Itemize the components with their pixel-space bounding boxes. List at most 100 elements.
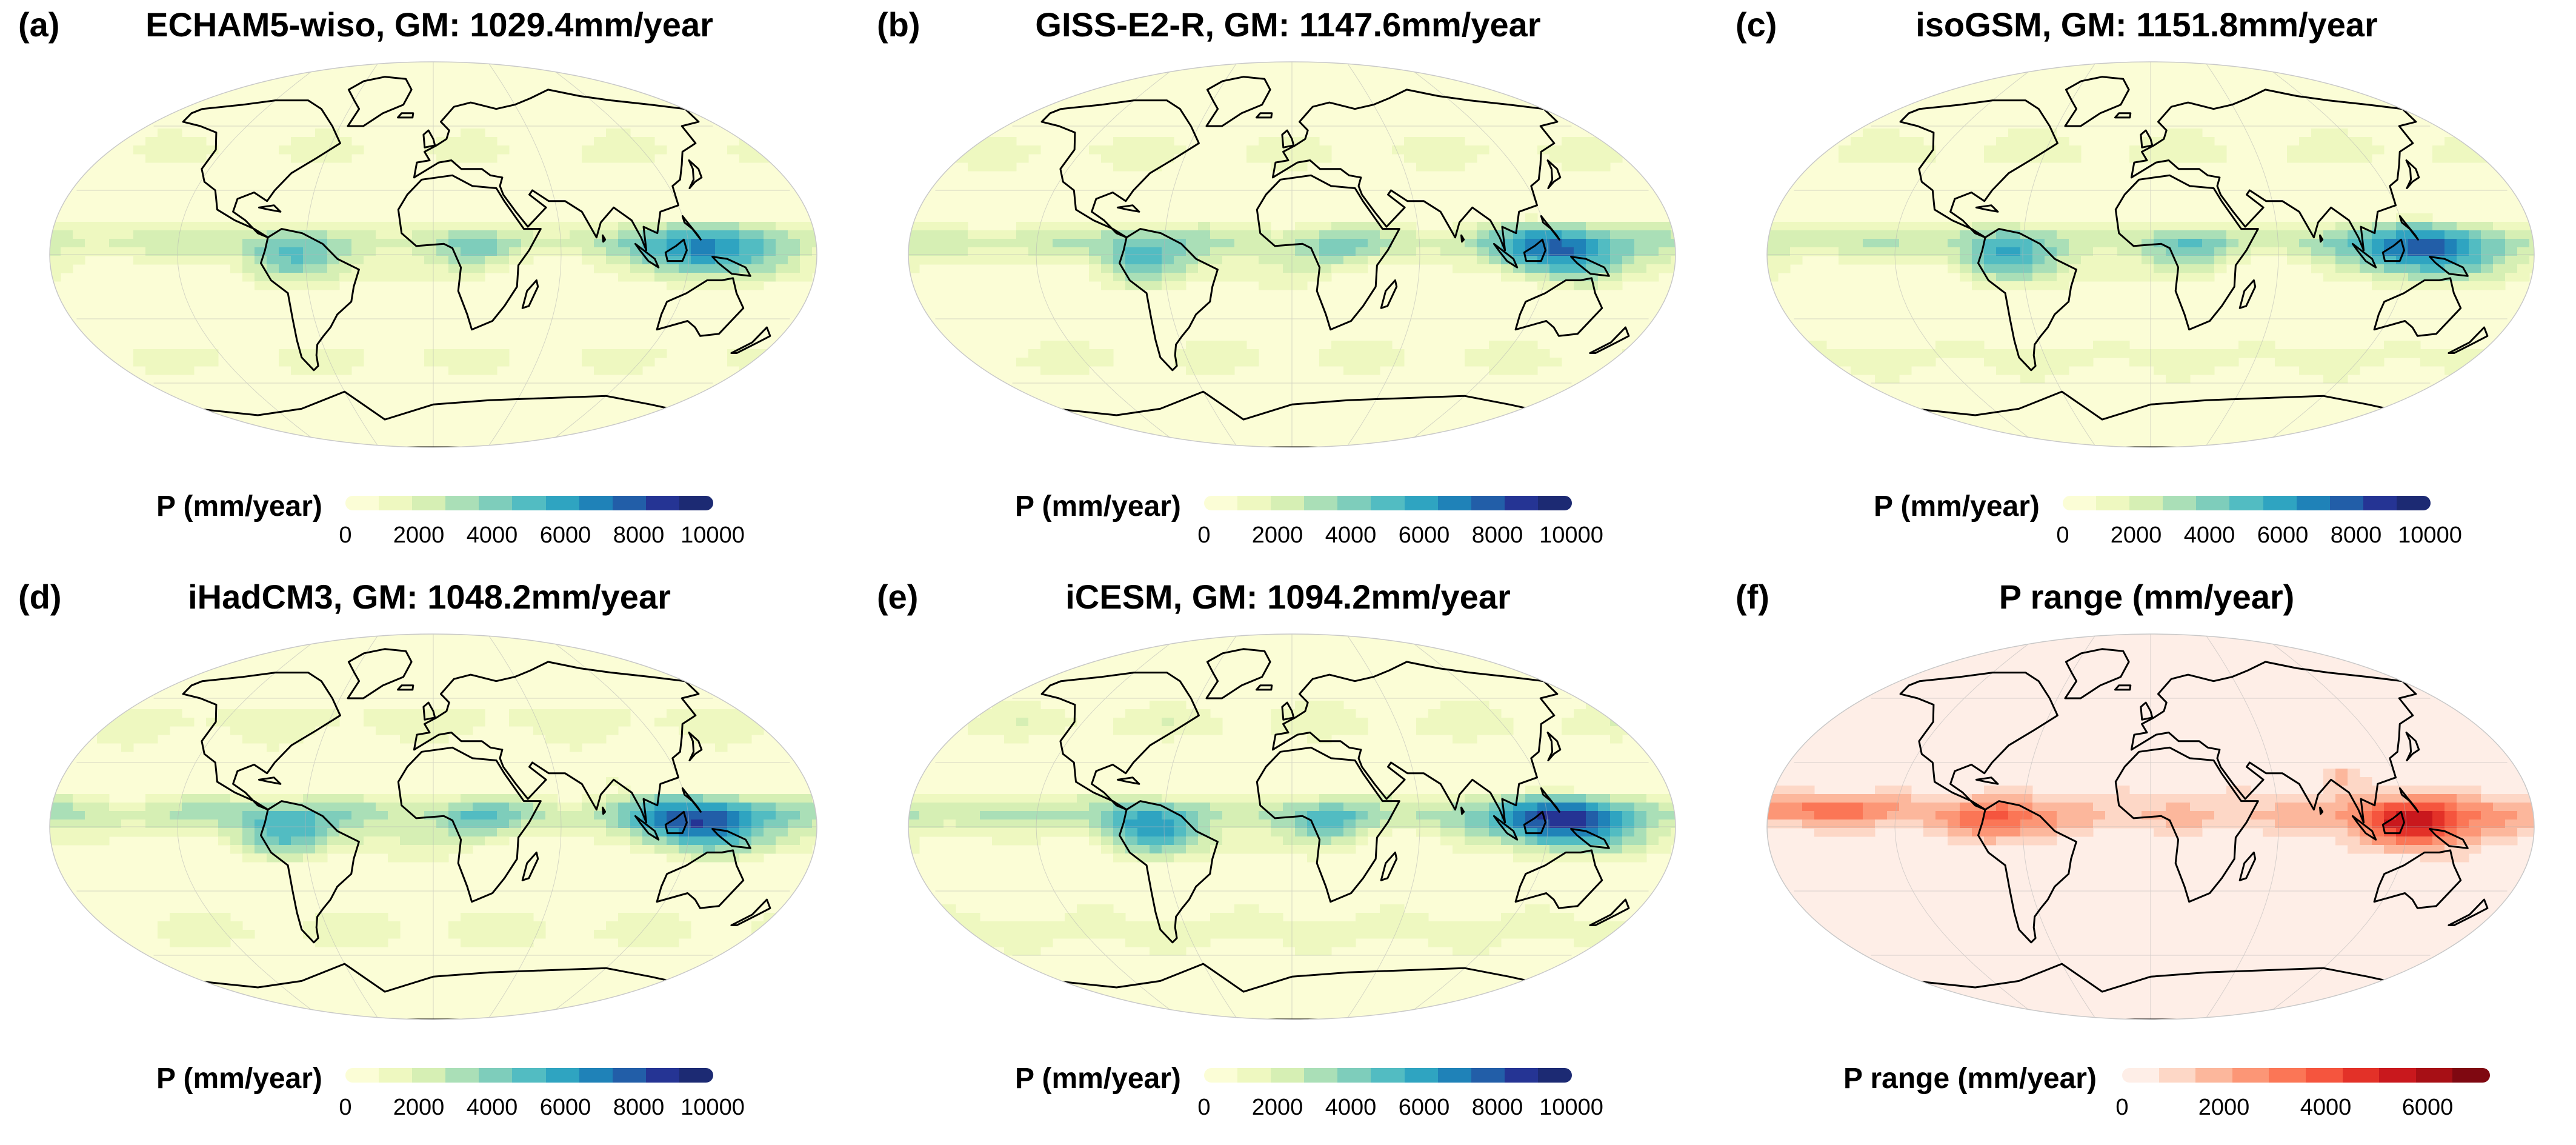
world-map (908, 633, 1676, 1020)
panel-e: (e) iCESM, GM: 1094.2mm/year P (mm/year)… (859, 572, 1717, 1144)
colorbar-segment (1271, 496, 1305, 510)
colorbar-tick: 2000 (2110, 522, 2162, 548)
colorbar-segment (612, 1068, 647, 1083)
colorbar-tick: 2000 (2198, 1095, 2250, 1120)
colorbar-segment (2415, 1068, 2453, 1083)
colorbar-tick: 0 (1197, 522, 1211, 548)
panel-c: (c) isoGSM, GM: 1151.8mm/year P (mm/year… (1717, 0, 2576, 572)
panel-title: iHadCM3, GM: 1048.2mm/year (188, 578, 671, 616)
panel-title: ECHAM5-wiso, GM: 1029.4mm/year (145, 5, 713, 44)
colorbar-segment (1437, 496, 1472, 510)
panel-f: (f) P range (mm/year) P range (mm/year) … (1717, 572, 2576, 1144)
colorbar-tick: 0 (2115, 1095, 2129, 1120)
colorbar-segment (1404, 496, 1439, 510)
colorbar-segment (1471, 496, 1505, 510)
colorbar-segment (2122, 1068, 2160, 1083)
colorbar-tick: 8000 (613, 522, 665, 548)
colorbar-label: P (mm/year) (1015, 490, 1181, 522)
colorbar-tick: 10000 (681, 522, 745, 548)
panel-label: (a) (18, 5, 60, 44)
colorbar-tick: 8000 (1471, 522, 1523, 548)
colorbar-segment (545, 496, 580, 510)
colorbar-segment (2379, 1068, 2417, 1083)
colorbar-tick: 2000 (1251, 522, 1303, 548)
colorbar-tick: 8000 (2330, 522, 2382, 548)
colorbar-label: P (mm/year) (156, 490, 322, 522)
precipitation-field (908, 62, 1676, 447)
colorbar-segment (379, 1068, 413, 1083)
colorbar-tick: 2000 (393, 1095, 445, 1120)
colorbar (345, 1068, 713, 1083)
panel-b: (b) GISS-E2-R, GM: 1147.6mm/year P (mm/y… (859, 0, 1717, 572)
colorbar (2122, 1068, 2490, 1083)
panel-a: (a) ECHAM5-wiso, GM: 1029.4mm/year P (mm… (0, 0, 859, 572)
panel-label: (b) (877, 5, 920, 44)
precipitation-field (50, 634, 817, 1020)
colorbar-tick: 6000 (2257, 522, 2309, 548)
colorbar (345, 496, 713, 510)
colorbar-segment (1204, 496, 1238, 510)
colorbar-segment (2232, 1068, 2269, 1083)
colorbar-label: P (mm/year) (156, 1063, 322, 1095)
panel-title: GISS-E2-R, GM: 1147.6mm/year (1035, 5, 1541, 44)
world-map (908, 61, 1676, 448)
colorbar-segment (1504, 1068, 1539, 1083)
world-map (49, 61, 817, 448)
colorbar-segment (545, 1068, 580, 1083)
colorbar-segment (1337, 496, 1372, 510)
colorbar-segment (2158, 1068, 2196, 1083)
colorbar-segment (2195, 1068, 2233, 1083)
colorbar-segment (1404, 1068, 1439, 1083)
colorbar-segment (2342, 1068, 2380, 1083)
colorbar-segment (1337, 1068, 1372, 1083)
colorbar (2063, 496, 2431, 510)
colorbar-tick: 4000 (466, 1095, 518, 1120)
colorbar-tick: 4000 (466, 522, 518, 548)
colorbar-segment (479, 496, 513, 510)
colorbar-segment (479, 1068, 513, 1083)
panel-label: (f) (1736, 578, 1769, 616)
colorbar-segment (445, 1068, 479, 1083)
colorbar-segment (1271, 1068, 1305, 1083)
coastlines (1040, 76, 1630, 447)
panel-label: (e) (877, 578, 919, 616)
precipitation-field (908, 634, 1676, 1020)
colorbar-segment (679, 496, 713, 510)
colorbar-segment (2269, 1068, 2306, 1083)
colorbar-segment (1504, 496, 1539, 510)
colorbar-tick: 4000 (1325, 522, 1377, 548)
colorbar-tick: 6000 (1398, 522, 1450, 548)
colorbar-segment (2096, 496, 2130, 510)
colorbar-label: P (mm/year) (1015, 1063, 1181, 1095)
colorbar-tick: 2000 (393, 522, 445, 548)
colorbar-tick: 0 (2056, 522, 2069, 548)
colorbar-segment (2063, 496, 2097, 510)
colorbar-segment (579, 1068, 613, 1083)
colorbar-tick: 10000 (681, 1095, 745, 1120)
colorbar-segment (412, 496, 446, 510)
panel-title: iCESM, GM: 1094.2mm/year (1065, 578, 1511, 616)
colorbar-tick: 4000 (2300, 1095, 2352, 1120)
colorbar-tick: 8000 (613, 1095, 665, 1120)
precipitation-field (1767, 62, 2534, 447)
colorbar-segment (2452, 1068, 2490, 1083)
colorbar-segment (512, 496, 547, 510)
colorbar-segment (1304, 1068, 1338, 1083)
coastlines (1899, 76, 2489, 447)
colorbar-tick: 0 (1197, 1095, 1211, 1120)
colorbar (1204, 496, 1572, 510)
colorbar-segment (2329, 496, 2364, 510)
colorbar-segment (2196, 496, 2231, 510)
precipitation-field (50, 62, 817, 447)
colorbar-segment (1371, 496, 1405, 510)
colorbar-segment (2229, 496, 2264, 510)
colorbar-tick: 10000 (1539, 522, 1603, 548)
colorbar-segment (2363, 496, 2397, 510)
colorbar-tick: 10000 (2398, 522, 2462, 548)
colorbar-tick: 0 (339, 1095, 352, 1120)
colorbar-label: P range (mm/year) (1843, 1063, 2097, 1095)
colorbar-segment (2263, 496, 2297, 510)
colorbar-tick: 10000 (1539, 1095, 1603, 1120)
colorbar-segment (1237, 1068, 1271, 1083)
colorbar-segment (579, 496, 613, 510)
